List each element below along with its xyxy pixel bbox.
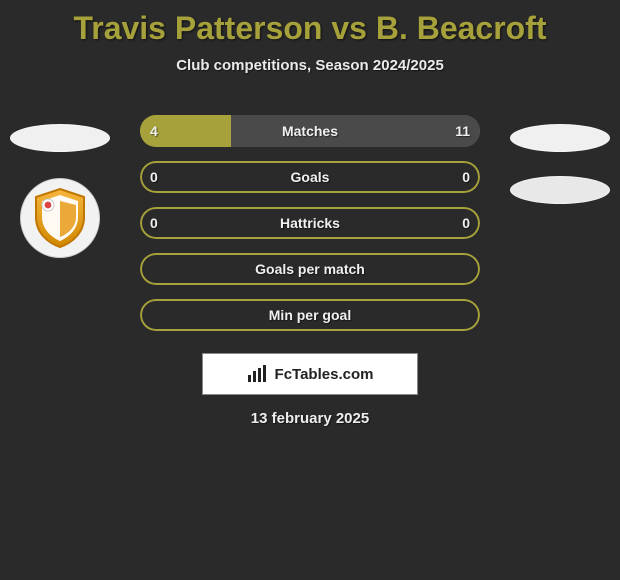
stat-row-min-per-goal: Min per goal (140, 299, 480, 331)
stat-label: Goals per match (140, 253, 480, 285)
attribution-text: FcTables.com (275, 366, 374, 383)
stat-label: Hattricks (140, 207, 480, 239)
stat-row-hattricks: 00Hattricks (140, 207, 480, 239)
stat-bars: 411Matches 00Goals 00Hattricks Goals per ma… (140, 115, 480, 345)
club-badge (20, 178, 100, 258)
stat-label: Matches (140, 115, 480, 147)
player-right-photo-placeholder-1 (510, 124, 610, 152)
shield-icon (32, 187, 88, 249)
stat-row-goals: 00Goals (140, 161, 480, 193)
stat-label: Goals (140, 161, 480, 193)
subtitle: Club competitions, Season 2024/2025 (0, 57, 620, 74)
player-left-photo-placeholder (10, 124, 110, 152)
stat-row-matches: 411Matches (140, 115, 480, 147)
stat-label: Min per goal (140, 299, 480, 331)
date-text: 13 february 2025 (0, 410, 620, 427)
page-title: Travis Patterson vs B. Beacroft (0, 0, 620, 47)
attribution-box: FcTables.com (202, 353, 418, 395)
stat-row-goals-per-match: Goals per match (140, 253, 480, 285)
player-right-photo-placeholder-2 (510, 176, 610, 204)
bars-icon (247, 365, 269, 383)
